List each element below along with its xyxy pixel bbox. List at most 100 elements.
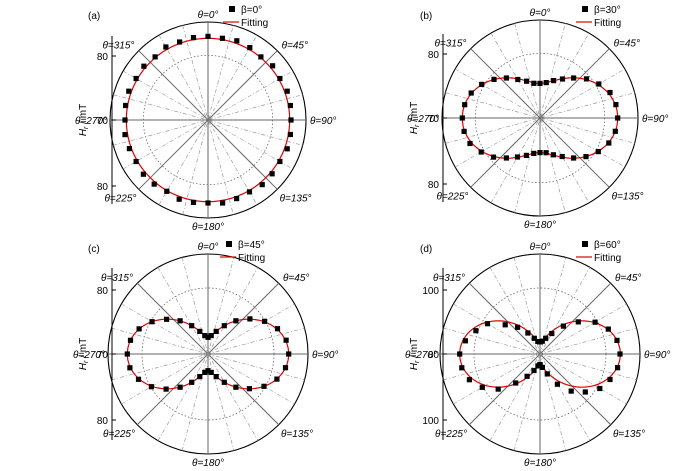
data-point xyxy=(535,338,541,345)
data-point xyxy=(233,384,239,390)
angle-label: θ=225° xyxy=(435,429,467,440)
radial-tick-label: 80 xyxy=(428,180,440,191)
data-point xyxy=(126,88,132,94)
data-point xyxy=(551,78,557,84)
data-point xyxy=(515,76,521,83)
data-point xyxy=(141,63,147,69)
radial-axis-label: Hr / mT xyxy=(409,102,421,134)
angle-label: θ=90° xyxy=(312,350,338,361)
panel-letter: (c) xyxy=(88,244,100,255)
data-point xyxy=(133,75,139,82)
data-point xyxy=(127,365,133,371)
polar-minor-spoke xyxy=(490,32,590,204)
data-point xyxy=(287,102,293,109)
data-point xyxy=(462,102,468,108)
data-point xyxy=(246,189,253,195)
angle-label: θ=0° xyxy=(530,8,551,19)
radial-tick-label: 100 xyxy=(422,286,439,297)
data-point xyxy=(123,102,129,109)
data-point xyxy=(208,369,214,375)
angle-label: θ=135° xyxy=(613,429,645,440)
angle-label: θ=45° xyxy=(614,38,640,49)
polar-minor-spoke xyxy=(182,25,234,215)
angle-label: θ=315° xyxy=(102,40,134,51)
data-point xyxy=(189,323,195,329)
data-point xyxy=(127,337,134,343)
data-point xyxy=(284,146,290,152)
angle-label: θ=225° xyxy=(104,194,136,205)
polar-minor-spoke xyxy=(181,257,235,451)
data-point xyxy=(220,200,226,206)
legend-marker-label: β=60° xyxy=(594,240,621,251)
angle-label: θ=90° xyxy=(642,114,668,125)
data-point xyxy=(282,365,289,371)
data-point xyxy=(177,39,183,45)
polar-minor-spoke xyxy=(182,25,234,215)
radial-tick-label: 70 xyxy=(428,114,440,125)
angle-label: θ=135° xyxy=(280,194,312,205)
data-point xyxy=(135,376,142,382)
legend-line-label: Fitting xyxy=(238,253,265,264)
radial-tick-label: 80 xyxy=(97,286,109,297)
polar-panel-d: 100 80 100 Hr / mT (d) θ=0° θ=45° θ=90° θ=135° θ=… xyxy=(405,240,670,469)
polar-minor-spoke xyxy=(445,92,635,144)
data-point xyxy=(233,318,239,324)
data-point xyxy=(467,140,473,147)
data-point xyxy=(274,326,281,332)
polar-panel-c: 80 70 80 Hr / mT (c) θ=0° θ=45° θ=90° θ=135° θ=18… xyxy=(73,240,338,469)
data-point xyxy=(177,318,183,324)
data-point xyxy=(539,364,545,370)
data-point xyxy=(592,319,598,325)
polar-minor-spoke xyxy=(514,23,566,213)
data-point xyxy=(549,330,555,337)
radial-tick-label: 70 xyxy=(97,350,109,361)
data-point xyxy=(163,44,169,50)
data-point xyxy=(537,150,543,156)
data-point xyxy=(190,199,197,205)
data-point xyxy=(177,384,183,390)
data-point xyxy=(213,374,219,380)
data-point xyxy=(478,149,484,155)
data-point xyxy=(122,132,128,138)
data-point xyxy=(571,75,577,81)
data-point xyxy=(202,369,208,375)
data-point xyxy=(190,35,197,41)
polar-minor-spoke xyxy=(158,34,258,206)
data-point xyxy=(136,326,142,332)
data-point xyxy=(176,196,182,202)
data-point xyxy=(457,351,463,357)
data-point xyxy=(221,323,227,329)
data-point xyxy=(503,155,509,161)
data-point xyxy=(607,89,613,96)
angle-label: θ=225° xyxy=(436,192,468,203)
data-point xyxy=(543,150,549,156)
data-point xyxy=(515,324,521,330)
data-point xyxy=(148,384,154,390)
data-point xyxy=(197,328,203,334)
data-point xyxy=(606,140,612,146)
radial-axis-label: Hr / mT xyxy=(409,338,421,370)
polar-minor-spoke xyxy=(514,23,566,213)
angle-label: θ=45° xyxy=(282,40,308,51)
polar-minor-spoke xyxy=(113,94,303,146)
data-point xyxy=(459,365,465,371)
legend-marker xyxy=(229,6,235,12)
polar-minor-spoke xyxy=(122,70,294,170)
polar-main-spoke xyxy=(138,50,278,190)
angle-label: θ=315° xyxy=(101,273,133,284)
data-point xyxy=(531,367,537,374)
data-point xyxy=(277,158,283,165)
angle-label: θ=225° xyxy=(103,429,135,440)
legend-line-label: Fitting xyxy=(594,253,621,264)
data-point xyxy=(502,322,508,328)
data-point xyxy=(234,196,240,202)
data-point xyxy=(247,316,253,322)
data-point xyxy=(495,386,501,392)
angle-label: θ=270° xyxy=(405,350,437,361)
radial-axis-label: Hr / mT xyxy=(78,104,90,136)
angle-label: θ=270° xyxy=(407,114,439,125)
data-point xyxy=(595,149,601,155)
data-point xyxy=(583,154,589,160)
data-point xyxy=(151,181,157,187)
data-point xyxy=(531,150,537,156)
